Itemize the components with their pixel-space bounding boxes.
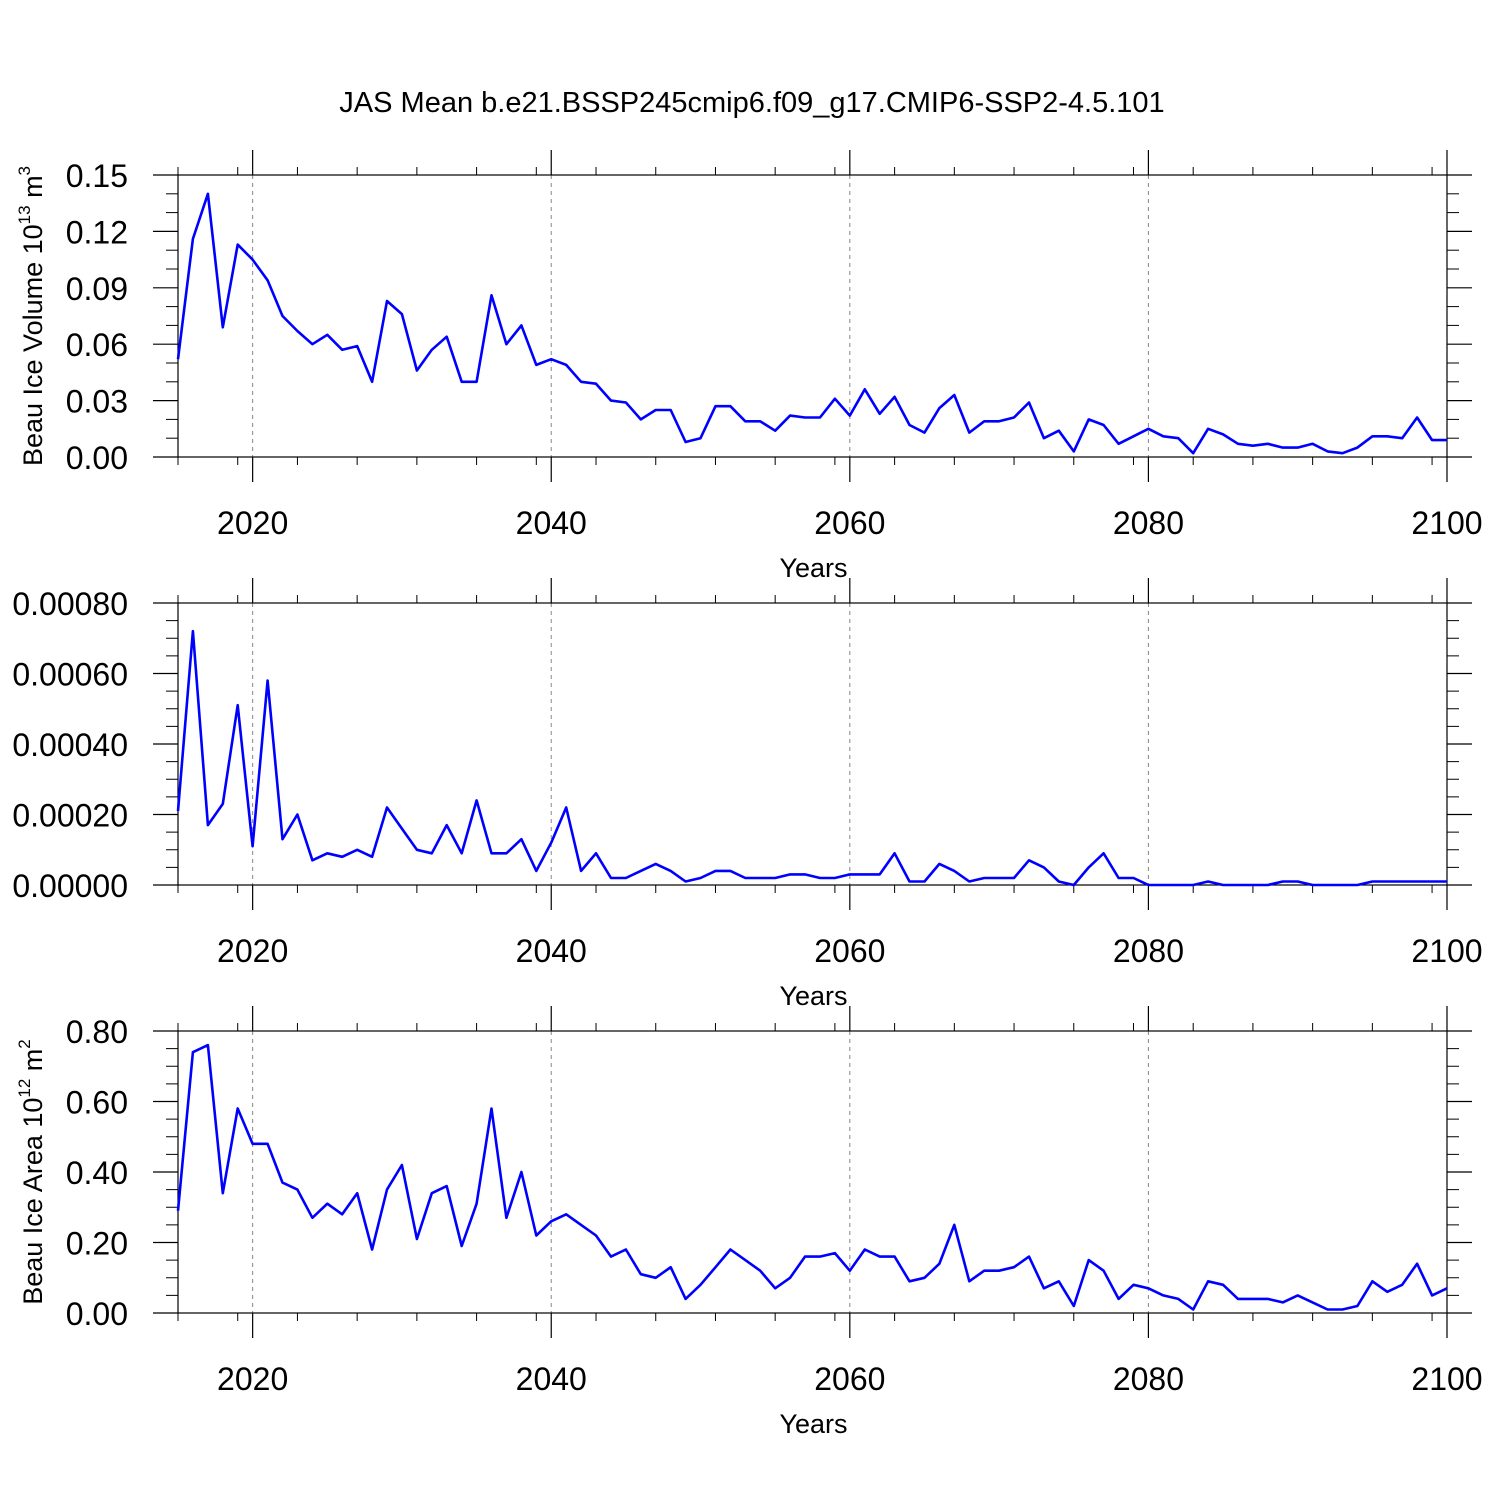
x-tick-label: 2080 <box>1113 505 1184 541</box>
y-tick-label: 0.03 <box>66 384 128 420</box>
y-tick-label: 0.00 <box>66 440 128 476</box>
x-tick-label: 2060 <box>814 505 885 541</box>
plot-frame <box>177 602 1448 886</box>
y-axis-label: Beau Ice Volume 1013 m3 <box>15 166 48 466</box>
x-tick-label: 2040 <box>516 933 587 969</box>
x-tick-label: 2060 <box>814 933 885 969</box>
y-axis-label-exp: 13 <box>15 205 34 224</box>
y-tick-label: 0.12 <box>66 214 128 250</box>
x-tick-label: 2020 <box>217 1361 288 1397</box>
panel-2: 2020 2040 2060 2080 2100 Years 0.00000 0.00020 0… <box>12 578 1483 1011</box>
y-tick-label: 0.40 <box>66 1155 128 1191</box>
x-tick-label: 2100 <box>1411 1361 1482 1397</box>
x-axis-label: Years <box>779 553 847 583</box>
series-line <box>176 192 1447 455</box>
y-axis-label-unit-exp: 2 <box>15 1039 34 1048</box>
x-tick-label: 2080 <box>1113 933 1184 969</box>
y-axis-label: Beau Ice Area 1012 m2 <box>15 1039 48 1305</box>
y-tick-label: 0.15 <box>66 158 128 194</box>
y-tick-label: 0.00020 <box>12 798 128 834</box>
x-tick-label: 2100 <box>1411 505 1482 541</box>
panel-1: 2020 2040 2060 2080 2100 Years 0.00 0.03 0.06 0.0… <box>15 150 1483 583</box>
x-axis-label: Years <box>779 981 847 1011</box>
y-tick-label: 0.80 <box>66 1014 128 1050</box>
x-axis-label: Years <box>779 1409 847 1439</box>
y-tick-label: 0.60 <box>66 1085 128 1121</box>
x-tick-label: 2100 <box>1411 933 1482 969</box>
y-tick-label: 0.00000 <box>12 868 128 904</box>
panel-3: 2020 2040 2060 2080 2100 Years 0.00 0.20 0.40 0.6… <box>15 1006 1483 1439</box>
y-tick-label: 0.00080 <box>12 586 128 622</box>
series-line <box>176 629 1447 887</box>
plot-frame <box>177 1030 1448 1314</box>
y-tick-label: 0.20 <box>66 1226 128 1262</box>
x-tick-label: 2020 <box>217 933 288 969</box>
y-tick-label: 0.00040 <box>12 727 128 763</box>
y-axis-label-main: Beau Ice Area 10 <box>18 1098 48 1305</box>
x-tick-label: 2020 <box>217 505 288 541</box>
y-tick-label: 0.09 <box>66 271 128 307</box>
x-tick-label: 2080 <box>1113 1361 1184 1397</box>
series-line <box>176 1043 1448 1311</box>
y-axis-label-exp: 12 <box>15 1079 34 1098</box>
x-tick-label: 2060 <box>814 1361 885 1397</box>
y-tick-label: 0.06 <box>66 327 128 363</box>
panels: 2020 2040 2060 2080 2100 Years 0.00 0.03 0.06 0.0… <box>12 150 1483 1439</box>
x-tick-label: 2040 <box>516 1361 587 1397</box>
plot-frame <box>177 174 1448 458</box>
y-axis-label-main: Beau Ice Volume 10 <box>18 224 48 466</box>
x-tick-label: 2040 <box>516 505 587 541</box>
y-axis-label-unit-exp: 3 <box>15 166 34 175</box>
y-tick-label: 0.00060 <box>12 657 128 693</box>
y-axis-label-unit: m <box>18 175 48 205</box>
y-axis-label-unit: m <box>18 1049 48 1079</box>
chart-title: JAS Mean b.e21.BSSP245cmip6.f09_g17.CMIP… <box>339 87 1164 119</box>
y-tick-label: 0.00 <box>66 1296 128 1332</box>
